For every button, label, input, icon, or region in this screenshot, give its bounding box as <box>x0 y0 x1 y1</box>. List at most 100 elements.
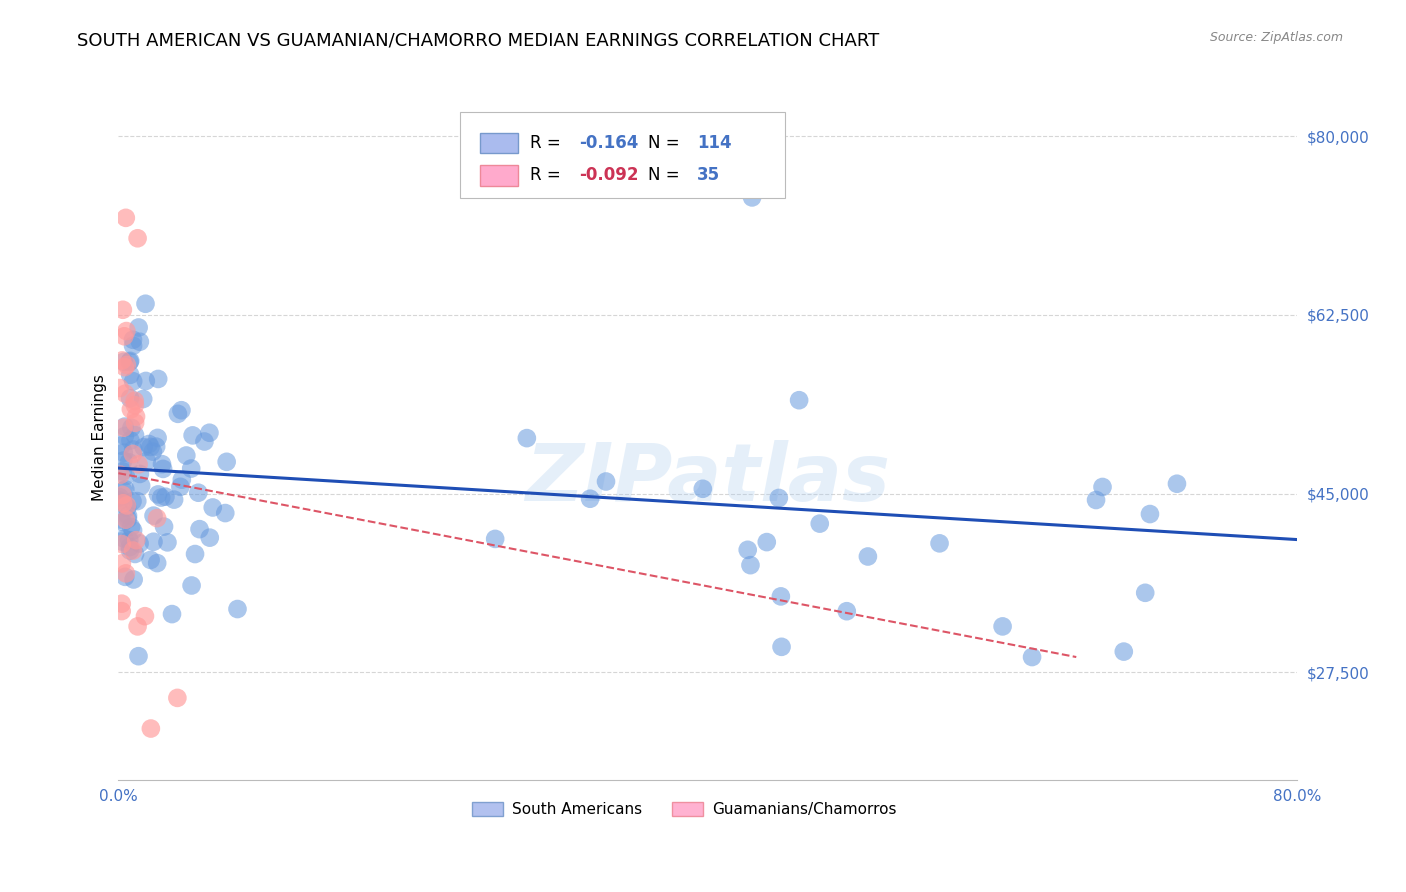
Point <box>115 358 138 372</box>
Point <box>170 473 193 487</box>
Point <box>117 512 139 526</box>
Point <box>112 329 135 343</box>
Point <box>484 532 506 546</box>
Point <box>122 339 145 353</box>
Point <box>146 431 169 445</box>
Point <box>808 516 831 531</box>
Text: N =: N = <box>648 166 685 185</box>
Point <box>127 231 149 245</box>
Point <box>120 402 142 417</box>
Point <box>124 547 146 561</box>
Point <box>114 482 136 496</box>
Point <box>110 512 132 526</box>
Point <box>111 488 134 502</box>
Text: R =: R = <box>530 166 565 185</box>
Point <box>215 455 238 469</box>
Point <box>198 425 221 440</box>
Point <box>110 439 132 453</box>
Point <box>128 334 150 349</box>
Point <box>125 533 148 548</box>
Point <box>139 440 162 454</box>
Point <box>184 547 207 561</box>
Point <box>176 449 198 463</box>
Point <box>122 573 145 587</box>
Point <box>118 455 141 469</box>
Point <box>737 542 759 557</box>
Point <box>741 190 763 204</box>
Point <box>1139 507 1161 521</box>
Point <box>114 419 136 434</box>
Point <box>692 482 714 496</box>
Point <box>125 409 148 424</box>
Point <box>167 407 190 421</box>
Point <box>148 372 170 386</box>
Point <box>835 604 858 618</box>
Point <box>166 690 188 705</box>
Point <box>124 416 146 430</box>
Point <box>108 381 131 395</box>
Point <box>118 533 141 547</box>
Point <box>111 604 134 618</box>
Point <box>768 491 790 505</box>
Point <box>112 421 135 435</box>
Point <box>770 640 793 654</box>
Point <box>114 360 136 375</box>
Point <box>156 535 179 549</box>
Point <box>120 434 142 448</box>
Point <box>146 511 169 525</box>
Point <box>122 333 145 347</box>
Point <box>108 490 131 504</box>
Text: -0.092: -0.092 <box>579 166 638 185</box>
Point <box>135 374 157 388</box>
Point <box>111 353 134 368</box>
Point <box>120 520 142 534</box>
Legend: South Americans, Guamanians/Chamorros: South Americans, Guamanians/Chamorros <box>465 796 903 823</box>
Point <box>108 493 131 508</box>
Point <box>139 553 162 567</box>
Text: 114: 114 <box>697 134 733 153</box>
Point <box>120 354 142 368</box>
Point <box>150 457 173 471</box>
Point <box>111 537 134 551</box>
Point <box>150 491 173 505</box>
Text: Source: ZipAtlas.com: Source: ZipAtlas.com <box>1209 31 1343 45</box>
Point <box>112 532 135 546</box>
Point <box>124 393 146 408</box>
Bar <box>481 133 517 153</box>
Point <box>111 302 134 317</box>
Text: SOUTH AMERICAN VS GUAMANIAN/CHAMORRO MEDIAN EARNINGS CORRELATION CHART: SOUTH AMERICAN VS GUAMANIAN/CHAMORRO MED… <box>77 31 880 49</box>
Point <box>169 480 191 494</box>
Point <box>142 534 165 549</box>
Point <box>115 499 138 513</box>
Point <box>787 393 810 408</box>
Point <box>120 392 142 406</box>
Text: R =: R = <box>530 134 565 153</box>
Point <box>112 483 135 498</box>
Point <box>128 458 150 472</box>
Point <box>180 578 202 592</box>
Point <box>1135 586 1157 600</box>
Point <box>595 475 617 489</box>
Point <box>118 540 141 554</box>
Point <box>153 519 176 533</box>
Point <box>127 494 149 508</box>
Point <box>129 479 152 493</box>
Point <box>122 374 145 388</box>
Point <box>115 324 138 338</box>
Point <box>122 524 145 538</box>
Point <box>124 428 146 442</box>
Point <box>111 557 134 571</box>
FancyBboxPatch shape <box>460 112 785 198</box>
Point <box>128 467 150 481</box>
Point <box>118 543 141 558</box>
Point <box>132 440 155 454</box>
Point <box>198 531 221 545</box>
Point <box>114 429 136 443</box>
Point <box>114 469 136 483</box>
Y-axis label: Median Earnings: Median Earnings <box>93 374 107 501</box>
Point <box>117 508 139 523</box>
Point <box>856 549 879 564</box>
Point <box>111 516 134 530</box>
Point <box>112 446 135 460</box>
Point <box>188 522 211 536</box>
